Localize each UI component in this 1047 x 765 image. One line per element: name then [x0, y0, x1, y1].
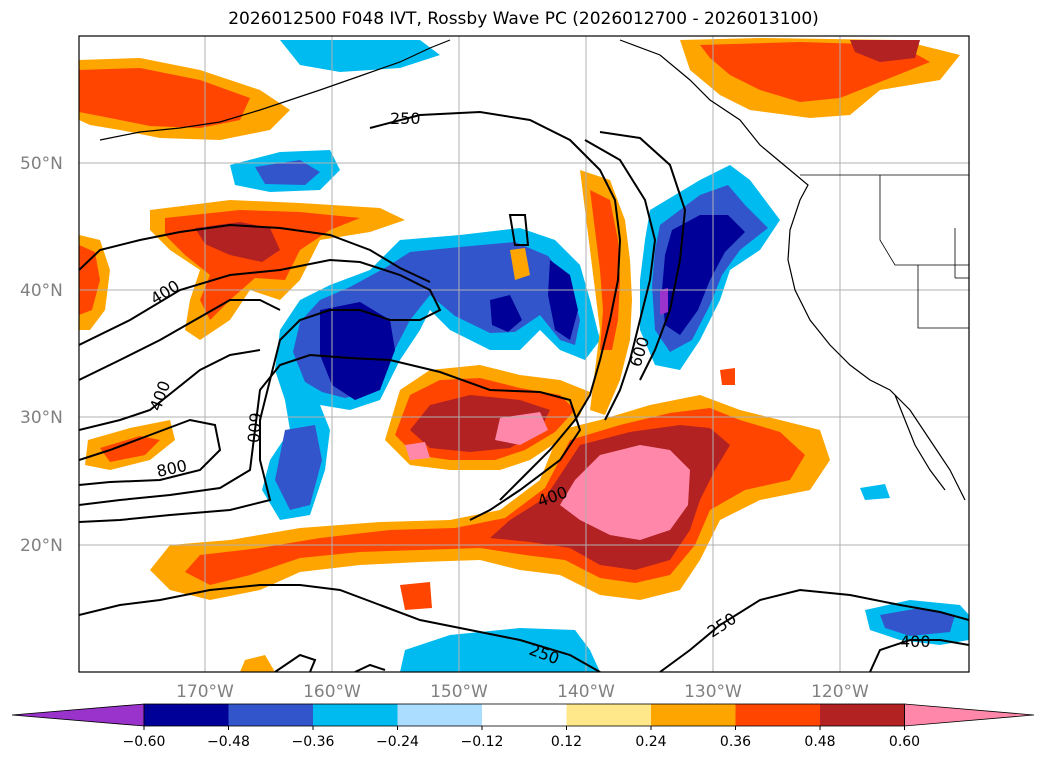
- colorbar-tick-label: 0.24: [635, 734, 666, 750]
- colorbar: −0.60 −0.48 −0.36 −0.24 −0.12 0.12 0.24 0.36 0.4…: [11, 703, 1035, 750]
- colorbar-swatch: [144, 704, 229, 726]
- colorbar-tick-label: −0.60: [123, 734, 166, 750]
- lat-label: 20°N: [20, 536, 63, 556]
- colorbar-tick-label: 0.36: [720, 734, 751, 750]
- lon-label: 150°W: [430, 682, 488, 702]
- lat-label: 30°N: [20, 408, 63, 428]
- colorbar-tick-label: 0.48: [804, 734, 835, 750]
- colorbar-swatch: [228, 704, 313, 726]
- contour-label: 250: [390, 109, 421, 128]
- colorbar-extend-high: [904, 703, 1035, 727]
- colorbar-frame: [143, 703, 905, 727]
- colorbar-tick-label: −0.36: [292, 734, 335, 750]
- lat-label: 40°N: [20, 281, 63, 301]
- lon-label: 120°W: [811, 682, 869, 702]
- colorbar-swatch: [313, 704, 398, 726]
- longitude-labels: 170°W 160°W 150°W 140°W 130°W 120°W: [176, 682, 869, 702]
- colorbar-swatch: [735, 704, 820, 726]
- map-frame: [78, 35, 970, 673]
- borders: [800, 174, 969, 329]
- colorbar-swatch: [397, 704, 482, 726]
- colorbar-swatch: [482, 704, 567, 726]
- colorbar-swatch: [820, 704, 905, 726]
- lat-label: 50°N: [20, 154, 63, 174]
- coastlines: [99, 39, 966, 501]
- lon-label: 160°W: [303, 682, 361, 702]
- ivt-contours: [79, 110, 969, 672]
- colorbar-tick-label: −0.48: [207, 734, 250, 750]
- colorbar-tick-label: 0.60: [889, 734, 920, 750]
- colorbar-tick-label: 0.12: [551, 734, 582, 750]
- ivt-anomaly-fill: 250 400 400 600 800 600 400 250 250 400: [79, 36, 969, 672]
- lon-label: 140°W: [557, 682, 615, 702]
- lon-label: 170°W: [176, 682, 234, 702]
- contour-label: 600: [243, 412, 265, 444]
- lon-label: 130°W: [684, 682, 742, 702]
- colorbar-tick-label: −0.24: [376, 734, 419, 750]
- colorbar-tick-label: −0.12: [461, 734, 504, 750]
- colorbar-swatch: [566, 704, 651, 726]
- contour-label: 400: [900, 632, 931, 651]
- latitude-labels: 50°N 40°N 30°N 20°N: [20, 154, 63, 556]
- colorbar-swatch: [651, 704, 736, 726]
- map-title: 2026012500 F048 IVT, Rossby Wave PC (202…: [228, 9, 819, 29]
- colorbar-extend-low: [11, 703, 145, 727]
